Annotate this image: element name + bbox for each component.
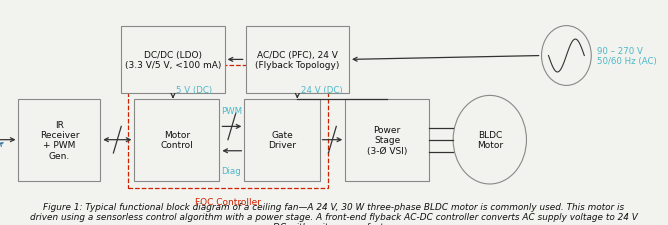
- Text: FOC Controller: FOC Controller: [195, 197, 261, 206]
- Bar: [122, 27, 224, 94]
- Bar: [244, 99, 319, 181]
- Text: Power
Stage
(3-Ø VSI): Power Stage (3-Ø VSI): [367, 125, 407, 155]
- Text: 5 V (DC): 5 V (DC): [176, 85, 212, 94]
- Text: ff: ff: [0, 141, 3, 147]
- Text: Figure 1: Typical functional block diagram of a ceiling fan—A 24 V, 30 W three-p: Figure 1: Typical functional block diagr…: [30, 202, 638, 225]
- Text: DC/DC (LDO)
(3.3 V/5 V, <100 mA): DC/DC (LDO) (3.3 V/5 V, <100 mA): [125, 50, 221, 70]
- Bar: [19, 99, 100, 181]
- Bar: [134, 99, 220, 181]
- Bar: [128, 66, 328, 189]
- Text: Gate
Driver: Gate Driver: [268, 130, 296, 150]
- Ellipse shape: [542, 27, 591, 86]
- Text: IR
Receiver
+ PWM
Gen.: IR Receiver + PWM Gen.: [39, 120, 79, 160]
- Ellipse shape: [453, 96, 526, 184]
- Bar: [345, 99, 429, 181]
- Text: Diag: Diag: [221, 166, 241, 176]
- Bar: [246, 27, 349, 94]
- Text: AC/DC (PFC), 24 V
(Flyback Topology): AC/DC (PFC), 24 V (Flyback Topology): [255, 50, 339, 70]
- Text: 90 – 270 V
50/60 Hz (AC): 90 – 270 V 50/60 Hz (AC): [597, 47, 657, 66]
- Text: BLDC
Motor: BLDC Motor: [477, 130, 503, 150]
- Text: Motor
Control: Motor Control: [160, 130, 193, 150]
- Text: PWM: PWM: [221, 107, 242, 116]
- Text: 24 V (DC): 24 V (DC): [301, 85, 342, 94]
